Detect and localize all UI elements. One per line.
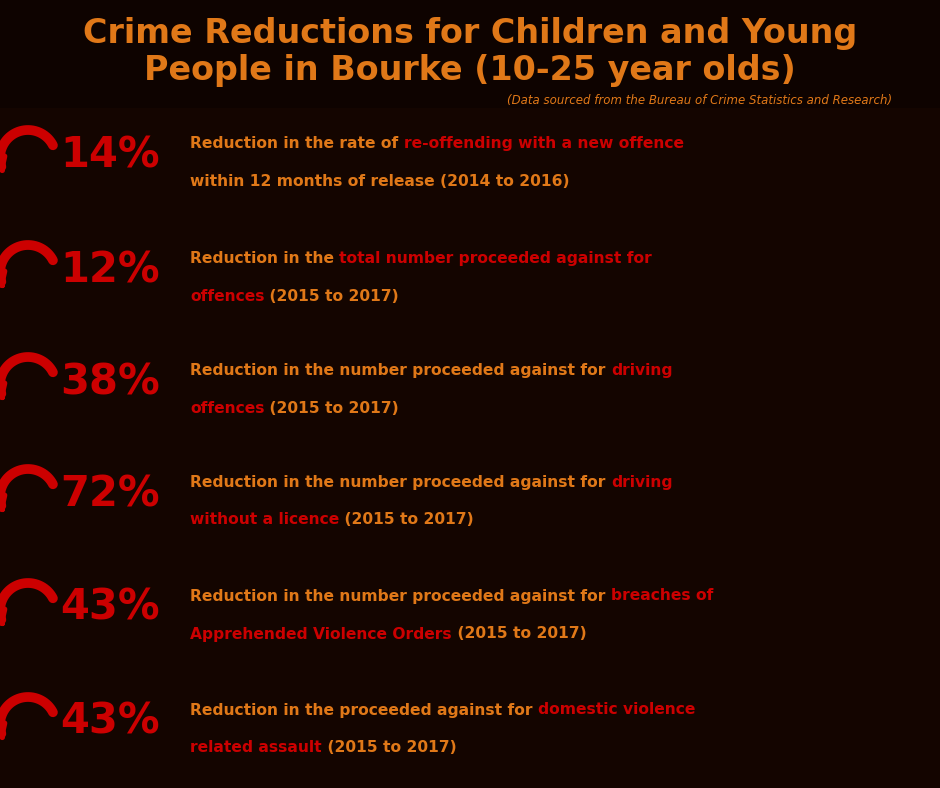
Text: Reduction in the proceeded against for: Reduction in the proceeded against for [190,702,538,718]
Bar [282,0,330,788]
Text: driving: driving [611,362,672,377]
Bar [329,0,377,788]
Bar [611,0,659,788]
Text: Apprehended Violence Orders: Apprehended Violence Orders [190,626,451,641]
Text: (2015 to 2017): (2015 to 2017) [264,288,400,303]
Bar [846,0,894,788]
Text: Reduction in the: Reduction in the [190,251,339,266]
Text: Reduction in the number proceeded against for: Reduction in the number proceeded agains… [190,474,611,489]
Text: Crime Reductions for Children and Young: Crime Reductions for Children and Young [83,17,857,50]
Bar [564,0,612,788]
Text: (2015 to 2017): (2015 to 2017) [339,512,474,527]
Text: total number proceeded against for: total number proceeded against for [339,251,652,266]
Bar [0,0,940,108]
Text: domestic violence: domestic violence [538,702,696,718]
Bar [188,0,236,788]
Text: 14%: 14% [60,134,160,176]
Text: re-offending with a new offence: re-offending with a new offence [403,136,683,151]
Bar [705,0,753,788]
Text: 43%: 43% [60,701,160,743]
Text: without a licence: without a licence [190,512,339,527]
Text: (2015 to 2017): (2015 to 2017) [264,400,400,415]
Bar [517,0,565,788]
Text: Reduction in the number proceeded against for: Reduction in the number proceeded agains… [190,589,611,604]
Bar [47,0,95,788]
Text: (Data sourced from the Bureau of Crime Statistics and Research): (Data sourced from the Bureau of Crime S… [508,94,893,106]
Text: (2015 to 2017): (2015 to 2017) [321,741,457,756]
Text: 72%: 72% [60,473,160,515]
Bar [470,0,518,788]
Text: within 12 months of release (2014 to 2016): within 12 months of release (2014 to 201… [190,173,570,188]
Bar [423,0,471,788]
Text: 43%: 43% [60,587,160,629]
Text: offences: offences [190,288,264,303]
Text: related assault: related assault [190,741,321,756]
Text: (2015 to 2017): (2015 to 2017) [451,626,587,641]
Text: People in Bourke (10-25 year olds): People in Bourke (10-25 year olds) [144,54,796,87]
Bar [94,0,142,788]
Bar [141,0,189,788]
Text: Reduction in the rate of: Reduction in the rate of [190,136,403,151]
Bar [799,0,847,788]
Bar [893,0,940,788]
Text: driving: driving [611,474,672,489]
Text: Reduction in the number proceeded against for: Reduction in the number proceeded agains… [190,362,611,377]
Bar [376,0,424,788]
Bar [0,0,48,788]
Text: 38%: 38% [60,361,160,403]
Text: offences: offences [190,400,264,415]
Text: 12%: 12% [60,249,160,291]
Bar [658,0,706,788]
Bar [752,0,800,788]
Text: breaches of: breaches of [611,589,713,604]
Bar [235,0,283,788]
